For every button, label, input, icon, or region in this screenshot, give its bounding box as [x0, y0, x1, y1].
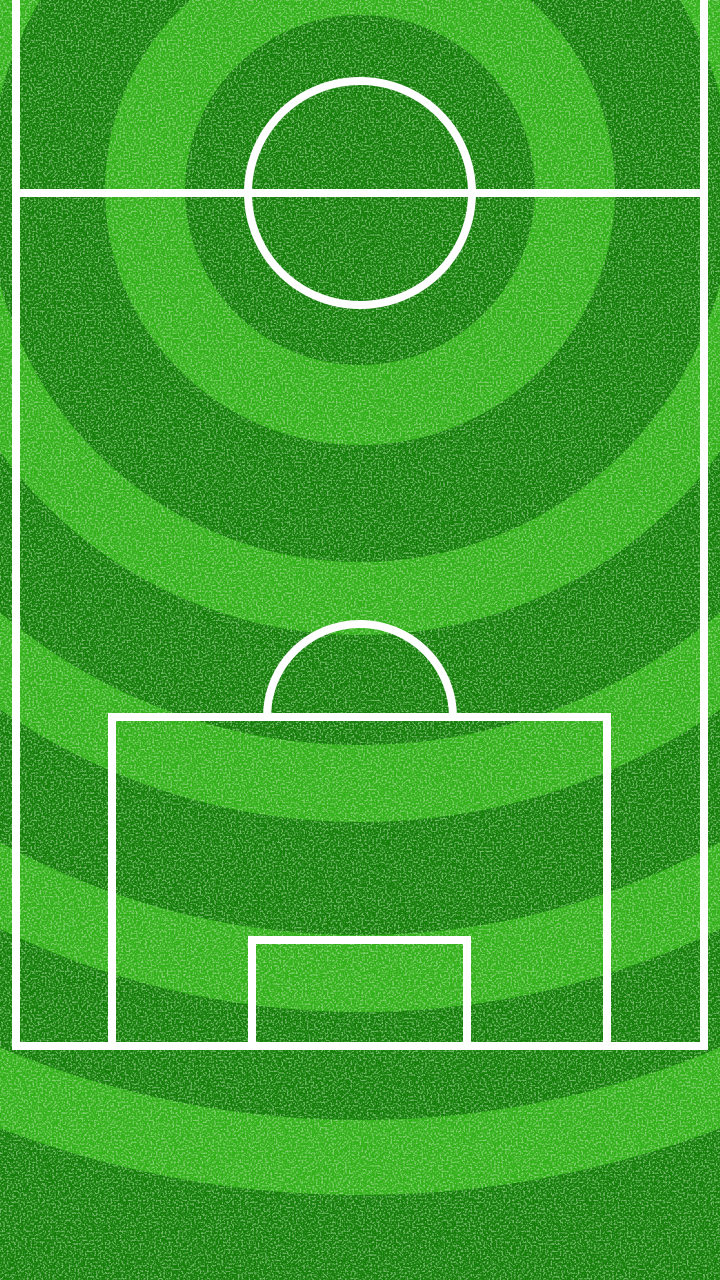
penalty-arc: [263, 620, 457, 718]
penalty-box: [108, 713, 611, 1046]
center-circle: [244, 77, 476, 309]
pitch-markings: [12, 0, 708, 1050]
boundary-lines: [12, 0, 708, 1050]
goal-area: [248, 936, 471, 1046]
